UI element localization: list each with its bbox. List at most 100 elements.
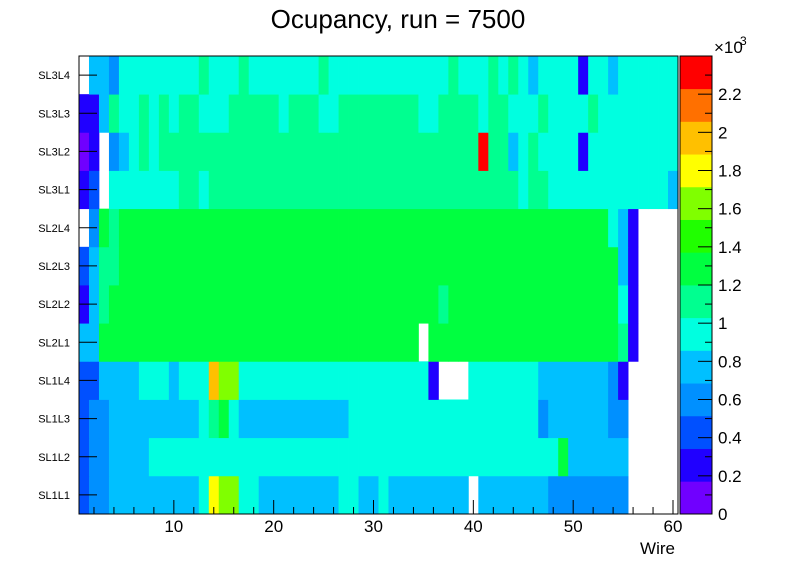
heatmap-cell — [618, 246, 629, 286]
heatmap-cell — [428, 361, 439, 400]
z-multiplier-label: ×10 — [714, 38, 743, 57]
heatmap-cell — [338, 170, 349, 210]
heatmap-cell — [358, 361, 369, 400]
heatmap-cell — [398, 208, 409, 248]
heatmap-cell — [608, 208, 619, 248]
heatmap-cell — [228, 170, 240, 210]
heatmap-cell — [518, 132, 529, 171]
heatmap-cell — [138, 361, 150, 400]
heatmap-cell — [258, 399, 270, 439]
heatmap-cell — [358, 399, 369, 439]
heatmap-cell — [588, 246, 599, 286]
heatmap-cell — [228, 437, 240, 477]
plot-frame — [78, 55, 679, 515]
heatmap-cell — [268, 170, 280, 210]
heatmap-cell — [278, 94, 290, 133]
heatmap-cell — [578, 208, 589, 248]
heatmap-cell — [148, 285, 160, 324]
heatmap-cell — [608, 94, 619, 133]
heatmap-cell — [398, 285, 409, 324]
heatmap-cell — [238, 437, 250, 477]
heatmap-cell — [548, 475, 559, 515]
heatmap-cell — [368, 285, 379, 324]
heatmap-cell — [198, 361, 210, 400]
heatmap-cell — [398, 361, 409, 400]
heatmap-cell — [348, 285, 359, 324]
heatmap-cell — [548, 361, 559, 400]
heatmap-cell — [138, 399, 150, 439]
heatmap-cell — [258, 94, 270, 133]
heatmap-cell — [248, 208, 260, 248]
heatmap-cell — [268, 361, 280, 400]
heatmap-cell — [198, 170, 210, 210]
heatmap-cell — [428, 437, 439, 477]
heatmap-cell — [138, 437, 150, 477]
heatmap-cell — [388, 285, 399, 324]
heatmap-cell — [548, 323, 559, 362]
heatmap-cell — [168, 208, 180, 248]
heatmap-cell — [238, 56, 250, 95]
x-tick-label: 20 — [264, 517, 283, 536]
heatmap-cell — [408, 170, 419, 210]
heatmap-cell — [98, 475, 110, 515]
heatmap-cell — [188, 170, 200, 210]
heatmap-cell — [538, 208, 549, 248]
heatmap-cell — [248, 56, 260, 95]
heatmap-cell — [358, 475, 369, 515]
heatmap-cell — [538, 56, 549, 95]
heatmap-cell — [398, 437, 409, 477]
heatmap-cell — [258, 132, 270, 171]
heatmap-cell — [598, 56, 609, 95]
heatmap-cell — [128, 56, 140, 95]
heatmap-cell — [568, 56, 579, 95]
heatmap-cell — [488, 132, 499, 171]
heatmap-cell — [658, 56, 669, 95]
z-multiplier-exponent: 3 — [740, 34, 747, 48]
heatmap-cell — [378, 208, 389, 248]
heatmap-cell — [318, 437, 329, 477]
heatmap-cell — [638, 94, 649, 133]
heatmap-cell — [108, 437, 120, 477]
heatmap-cell — [98, 285, 110, 324]
heatmap-cell — [368, 56, 379, 95]
heatmap-cell — [198, 437, 210, 477]
heatmap-cell — [368, 246, 379, 286]
heatmap-cell — [228, 475, 240, 515]
heatmap-cell — [428, 132, 439, 171]
heatmap-cell — [498, 361, 509, 400]
heatmap-cell — [298, 475, 310, 515]
heatmap-cell — [268, 56, 280, 95]
heatmap-cell — [498, 170, 509, 210]
heatmap-cell — [388, 208, 399, 248]
heatmap-cell — [588, 132, 599, 171]
heatmap-cell — [478, 437, 489, 477]
z-tick-label: 1.2 — [718, 276, 742, 295]
heatmap-cell — [528, 246, 539, 286]
heatmap-cell — [368, 475, 379, 515]
heatmap-cell — [308, 399, 319, 439]
heatmap-cell — [408, 361, 419, 400]
heatmap-cell — [598, 475, 609, 515]
y-tick-label: SL2L4 — [38, 223, 70, 235]
heatmap-cell — [228, 208, 240, 248]
heatmap-cell — [308, 437, 319, 477]
heatmap-cell — [548, 437, 559, 477]
heatmap-cell — [108, 94, 120, 133]
heatmap-cell — [258, 246, 270, 286]
heatmap-cell — [268, 475, 280, 515]
heatmap-cell — [538, 323, 549, 362]
heatmap-cell — [268, 246, 280, 286]
heatmap-cell — [568, 475, 579, 515]
color-scale-band — [680, 219, 712, 253]
heatmap-cell — [558, 94, 569, 133]
heatmap-cell — [318, 94, 329, 133]
y-tick-label: SL2L3 — [38, 261, 70, 273]
heatmap-cell — [308, 132, 319, 171]
heatmap-cell — [388, 56, 399, 95]
heatmap-cell — [488, 170, 499, 210]
heatmap-cell — [248, 94, 260, 133]
color-scale-band — [680, 415, 712, 449]
heatmap-cell — [608, 475, 619, 515]
heatmap-cell — [288, 132, 300, 171]
heatmap-cell — [118, 437, 130, 477]
